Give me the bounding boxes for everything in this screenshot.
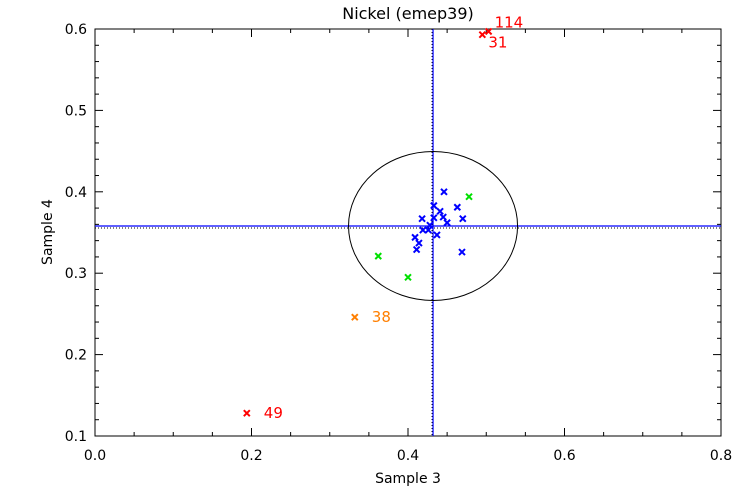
plot-frame — [94, 28, 722, 437]
data-point-label: 114 — [495, 13, 524, 31]
data-point — [411, 233, 419, 242]
x-axis-label: Sample 3 — [375, 471, 441, 487]
data-point — [459, 214, 467, 223]
x-tick-label: 0.4 — [397, 448, 419, 464]
data-point — [436, 207, 444, 216]
data-point — [426, 221, 434, 229]
x-tick-label: 0.0 — [84, 448, 106, 464]
data-point — [453, 203, 462, 211]
data-point — [374, 252, 382, 260]
y-tick-label: 0.6 — [65, 22, 87, 38]
data-point — [243, 409, 251, 417]
y-tick-label: 0.3 — [65, 266, 87, 282]
data-point — [478, 30, 487, 39]
data-point — [404, 273, 412, 281]
data-point — [419, 226, 427, 234]
y-axis-label: Sample 4 — [40, 199, 56, 265]
data-point-label: 31 — [488, 34, 507, 52]
data-point — [458, 248, 466, 256]
data-point — [412, 245, 421, 254]
x-tick-label: 0.2 — [240, 448, 262, 464]
data-point — [415, 239, 423, 247]
x-tick-label: 0.8 — [710, 448, 732, 464]
plot-area: 0.0 0.2 0.4 0.6 0.8 0.1 0.2 0.3 0.4 0.5 0.6 38 49 31 1… — [65, 13, 732, 464]
x-tick-label: 0.6 — [553, 448, 575, 464]
data-point — [439, 213, 447, 221]
data-point — [433, 231, 441, 239]
data-point — [424, 226, 433, 234]
data-point — [418, 214, 426, 223]
data-point-label: 49 — [264, 404, 283, 422]
data-point — [440, 188, 448, 196]
tolerance-ellipse — [348, 151, 519, 301]
y-tick-label: 0.1 — [65, 429, 87, 445]
data-point — [430, 214, 438, 222]
y-tick-label: 0.5 — [65, 103, 87, 119]
data-point — [430, 201, 438, 210]
chart-title: Nickel (emep39) — [342, 4, 474, 23]
data-point — [465, 192, 473, 201]
data-point — [351, 313, 359, 321]
y-tick-label: 0.2 — [65, 348, 87, 364]
data-point — [443, 219, 451, 227]
data-point — [484, 27, 493, 36]
y-tick-label: 0.4 — [65, 185, 87, 201]
data-point-label: 38 — [372, 308, 391, 326]
